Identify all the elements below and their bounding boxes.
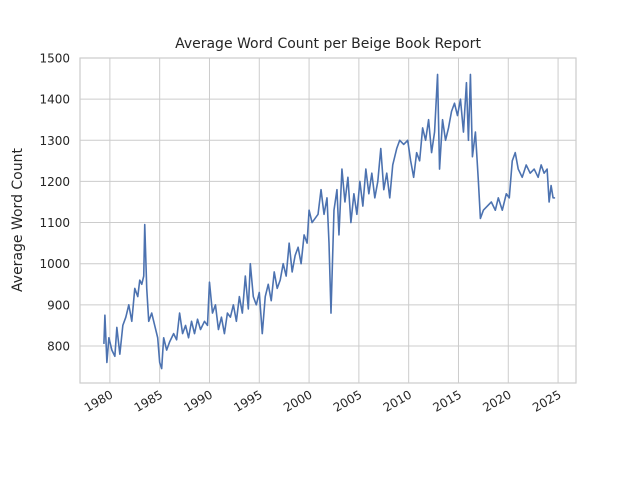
y-axis-label: Average Word Count <box>10 148 26 292</box>
data-line <box>103 73 556 370</box>
y-tick-label: 1300 <box>39 134 70 148</box>
y-tick-label: 1400 <box>39 93 70 107</box>
chart-title: Average Word Count per Beige Book Report <box>175 36 481 52</box>
y-tick-label: 800 <box>47 339 70 353</box>
y-tick-label: 1500 <box>39 52 70 66</box>
y-tick-label: 900 <box>47 298 70 312</box>
y-tick-label: 1000 <box>39 257 70 271</box>
y-tick-label: 1100 <box>39 216 70 230</box>
plot-frame <box>79 57 577 384</box>
y-tick-label: 1200 <box>39 175 70 189</box>
